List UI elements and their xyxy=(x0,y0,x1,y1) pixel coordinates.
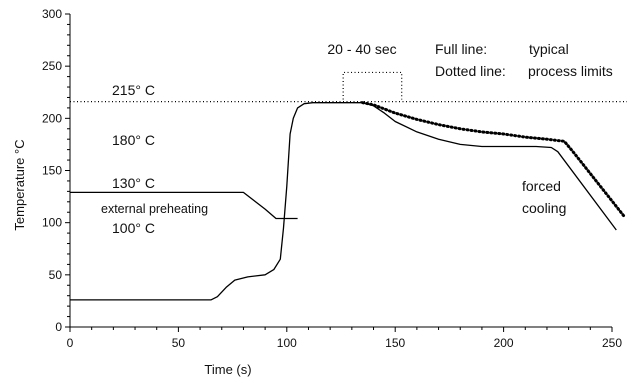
annotation-130c: 130° C xyxy=(112,175,155,191)
preheat-solid-line xyxy=(70,191,298,220)
profile-solid-line xyxy=(70,102,617,301)
legend-full-line-value: typical xyxy=(529,41,569,57)
annotation-external-preheating: external preheating xyxy=(101,202,208,216)
legend-full-line-key: Full line: xyxy=(435,41,487,57)
annotation-215c: 215° C xyxy=(112,82,155,98)
annotation-180c: 180° C xyxy=(112,132,155,148)
x-tick-label: 50 xyxy=(172,336,186,350)
time-window-bracket xyxy=(342,71,403,100)
bracket-label: 20 - 40 sec xyxy=(327,41,396,57)
limit-dotted-line xyxy=(361,101,627,219)
ticks: 0 50 100 150 200 250 300 0 50 100 150 200 250 xyxy=(42,7,622,350)
series-group xyxy=(70,101,627,301)
y-axis-title: Temperature °C xyxy=(12,139,27,230)
bracket-dotted-outline xyxy=(342,71,403,100)
x-tick-label: 150 xyxy=(385,336,405,350)
legend-dotted-line-key: Dotted line: xyxy=(435,63,506,79)
x-tick-label: 200 xyxy=(494,336,514,350)
x-axis-title: Time (s) xyxy=(204,362,251,377)
axes xyxy=(69,14,612,328)
annotation-cooling: cooling xyxy=(522,200,566,216)
y-tick-label: 0 xyxy=(55,320,62,334)
x-tick-label: 250 xyxy=(602,336,622,350)
y-tick-label: 150 xyxy=(42,164,62,178)
x-tick-label: 0 xyxy=(67,336,74,350)
annotation-100c: 100° C xyxy=(112,220,155,236)
y-tick-label: 200 xyxy=(42,111,62,125)
y-tick-label: 100 xyxy=(42,216,62,230)
y-tick-label: 250 xyxy=(42,59,62,73)
y-tick-label: 300 xyxy=(42,7,62,21)
x-tick-label: 100 xyxy=(277,336,297,350)
legend-dotted-line-value: process limits xyxy=(528,63,613,79)
y-tick-label: 50 xyxy=(49,268,63,282)
annotation-forced: forced xyxy=(522,178,561,194)
